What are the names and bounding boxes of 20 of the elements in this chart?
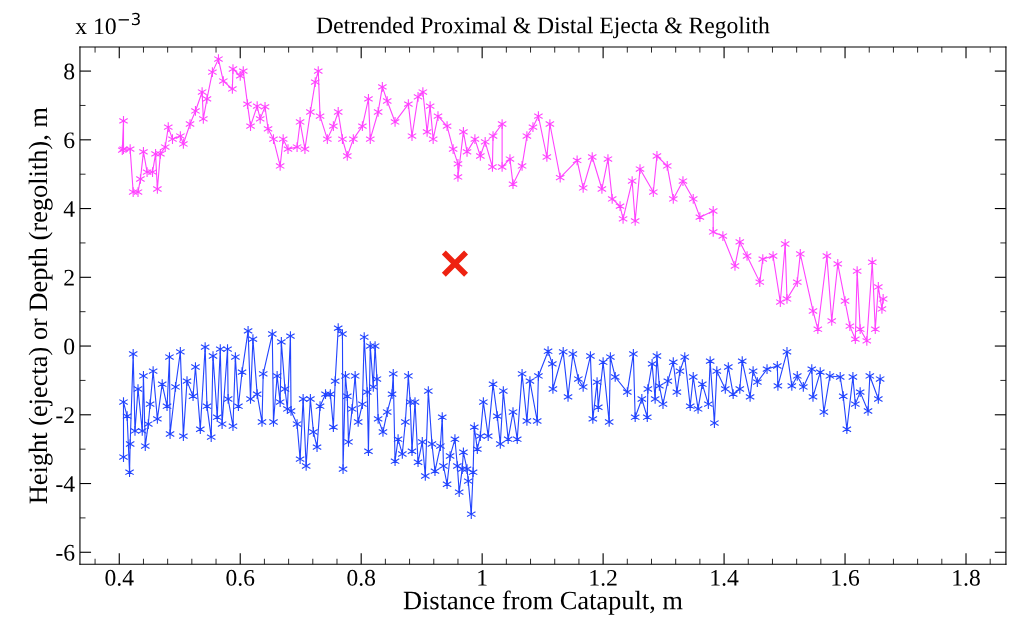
- x-tick-label: 1.8: [953, 569, 980, 586]
- y-tick-label: -6: [56, 544, 75, 561]
- x-tick-label: 0.4: [105, 569, 134, 586]
- y-tick-label: -2: [56, 407, 74, 423]
- x-tick-label: 0.8: [347, 569, 376, 586]
- x-tick-label: 1.2: [590, 569, 617, 586]
- x-tick-label: 0.6: [226, 569, 255, 586]
- chart-title: Detrended Proximal & Distal Ejecta & Regolith: [316, 16, 770, 39]
- y-tick-label: 6: [64, 132, 75, 149]
- y-tick-label: 4: [63, 201, 75, 217]
- x-axis-title: Distance from Catapult, m: [403, 590, 683, 615]
- x-tick-label: 1: [478, 569, 487, 586]
- y-tick-label: 8: [64, 63, 75, 80]
- y-axis-title: Height (ejecta) or Depth (regolith), m: [28, 107, 53, 504]
- y-tick-label: 0: [64, 338, 75, 355]
- x-tick-label: 1.4: [711, 569, 739, 586]
- y-tick-label: -4: [56, 476, 75, 492]
- y-tick-label: 2: [64, 269, 74, 286]
- text: x 10$^{−3}$: [75, 12, 140, 35]
- x-tick-label: 1.6: [832, 569, 860, 586]
